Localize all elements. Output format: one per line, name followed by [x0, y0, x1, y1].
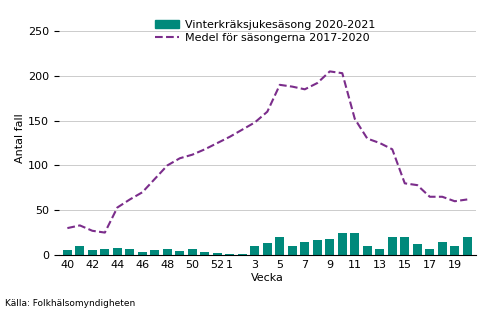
Bar: [438, 241, 447, 255]
Bar: [288, 246, 297, 255]
Bar: [263, 243, 272, 255]
Bar: [463, 237, 472, 255]
Bar: [250, 246, 259, 255]
Bar: [225, 254, 234, 255]
Bar: [213, 253, 222, 255]
Text: Källa: Folkhälsomyndigheten: Källa: Folkhälsomyndigheten: [5, 299, 135, 308]
Bar: [113, 248, 122, 255]
Bar: [150, 250, 159, 255]
Bar: [163, 249, 172, 255]
Bar: [326, 239, 334, 255]
Bar: [338, 232, 347, 255]
Bar: [275, 237, 284, 255]
Bar: [376, 249, 384, 255]
Bar: [425, 249, 434, 255]
Bar: [300, 241, 309, 255]
Bar: [63, 250, 72, 255]
Bar: [200, 252, 209, 255]
Bar: [175, 251, 184, 255]
Legend: Vinterkräksjukesäsong 2020-2021, Medel för säsongerna 2017-2020: Vinterkräksjukesäsong 2020-2021, Medel f…: [150, 15, 380, 47]
Bar: [363, 246, 372, 255]
Bar: [101, 249, 109, 255]
Bar: [126, 249, 134, 255]
Bar: [450, 246, 459, 255]
Bar: [76, 246, 84, 255]
Bar: [188, 249, 197, 255]
X-axis label: Vecka: Vecka: [251, 272, 284, 283]
Bar: [313, 240, 322, 255]
Bar: [388, 237, 397, 255]
Bar: [238, 254, 246, 255]
Bar: [138, 252, 147, 255]
Bar: [400, 237, 409, 255]
Bar: [351, 232, 359, 255]
Bar: [413, 244, 422, 255]
Y-axis label: Antal fall: Antal fall: [15, 114, 25, 163]
Bar: [88, 250, 97, 255]
